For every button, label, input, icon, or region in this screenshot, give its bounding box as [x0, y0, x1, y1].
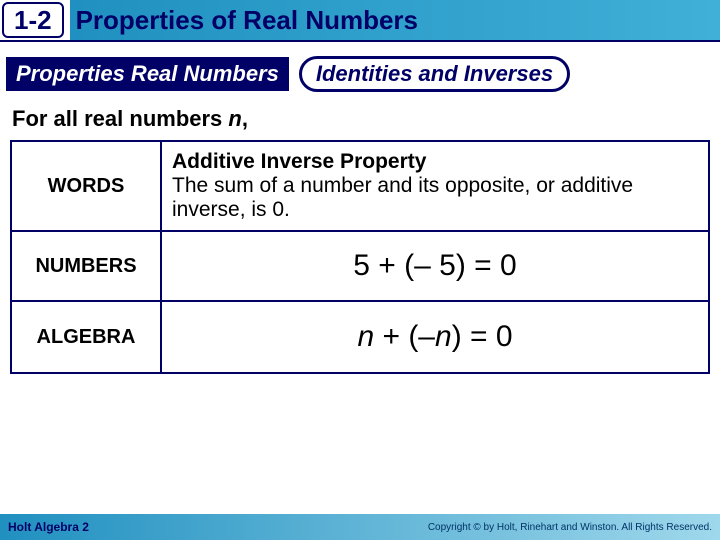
property-body: The sum of a number and its opposite, or… — [172, 174, 698, 222]
footer-left: Holt Algebra 2 — [8, 520, 89, 534]
algebra-equation: n + (–n) = 0 — [357, 320, 512, 354]
row-content-algebra: n + (–n) = 0 — [162, 302, 708, 372]
header-bar: 1-2 Properties of Real Numbers — [0, 0, 720, 42]
intro-suffix: , — [242, 106, 248, 131]
title-bar: Properties of Real Numbers — [70, 0, 720, 40]
subtitle-pill: Identities and Inverses — [299, 56, 570, 92]
numbers-equation: 5 + (– 5) = 0 — [353, 249, 516, 283]
intro-variable: n — [228, 106, 241, 131]
section-number: 1-2 — [2, 2, 64, 38]
properties-table: WORDS Additive Inverse Property The sum … — [10, 140, 710, 374]
footer-bar: Holt Algebra 2 Copyright © by Holt, Rine… — [0, 514, 720, 540]
table-row: ALGEBRA n + (–n) = 0 — [12, 302, 708, 372]
table-row: NUMBERS 5 + (– 5) = 0 — [12, 232, 708, 302]
property-title: Additive Inverse Property — [172, 150, 698, 174]
intro-prefix: For all real numbers — [12, 106, 228, 131]
row-content-words: Additive Inverse Property The sum of a n… — [162, 142, 708, 230]
subtitle-block: Properties Real Numbers — [6, 57, 289, 91]
subtitle-row: Properties Real Numbers Identities and I… — [6, 56, 714, 92]
footer-right: Copyright © by Holt, Rinehart and Winsto… — [428, 522, 712, 533]
intro-text: For all real numbers n, — [0, 102, 720, 140]
row-content-numbers: 5 + (– 5) = 0 — [162, 232, 708, 300]
page-title: Properties of Real Numbers — [76, 5, 418, 36]
table-row: WORDS Additive Inverse Property The sum … — [12, 142, 708, 232]
row-label-numbers: NUMBERS — [12, 232, 162, 300]
row-label-algebra: ALGEBRA — [12, 302, 162, 372]
row-label-words: WORDS — [12, 142, 162, 230]
